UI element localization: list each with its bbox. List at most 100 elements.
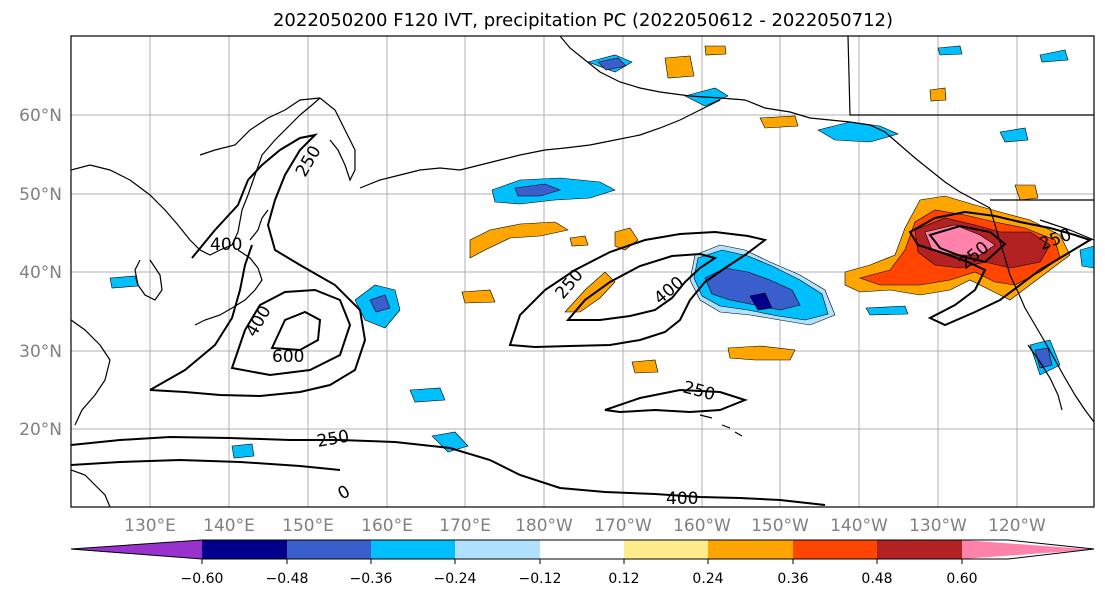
precip-region-navy <box>749 292 773 311</box>
precip-region-orange-3 <box>564 271 616 313</box>
colorbar-label: −0.60 <box>181 571 224 587</box>
precip-region-skyblue-15 <box>1039 49 1069 63</box>
precip-region-skyblue-14 <box>865 305 909 316</box>
north-america-coast <box>989 207 1094 423</box>
ivt-contour-250-south-west <box>71 458 341 471</box>
lat-label: 40°N <box>19 263 62 283</box>
colorbar-segment <box>793 540 877 559</box>
colorbar-segment <box>624 540 708 559</box>
precip-region-orange-8 <box>631 359 659 374</box>
lon-label: 160°E <box>361 516 413 536</box>
colorbar-labels: −0.60 −0.48 −0.36 −0.24 −0.12 0.12 0.24 … <box>181 571 978 587</box>
precip-region-orange-9 <box>759 115 799 129</box>
lon-label: 130°E <box>124 516 176 536</box>
longitude-labels: 130°E 140°E 150°E 160°E 170°E 180°W 170°… <box>124 516 1046 536</box>
precip-region-orange-6 <box>569 235 589 247</box>
ivt-contour-400-central <box>565 252 718 321</box>
ivt-contour-400-west <box>149 244 253 391</box>
lon-label: 140°E <box>203 516 255 536</box>
colorbar-segment <box>455 540 540 559</box>
canada-border <box>847 36 1094 241</box>
precip-region-skyblue-10 <box>409 387 446 403</box>
colorbar-label: 0.24 <box>692 571 723 587</box>
precip-region-skyblue-13 <box>1079 245 1094 269</box>
precip-anomaly-fills <box>109 45 1094 459</box>
precip-region-orange-12 <box>929 87 947 102</box>
lon-label: 170°E <box>439 516 491 536</box>
ivt-contours <box>71 133 1093 506</box>
precip-region-skyblue-16 <box>109 275 139 289</box>
colorbar-segment <box>371 540 455 559</box>
lon-label: 150°W <box>751 516 809 536</box>
japan-islands <box>194 209 269 326</box>
lon-label: 140°W <box>830 516 888 536</box>
colorbar-segment <box>71 540 202 559</box>
lon-label: 170°W <box>594 516 652 536</box>
colorbar-segments <box>71 540 1094 559</box>
colorbar-label: 0.36 <box>777 571 808 587</box>
colorbar-label: −0.12 <box>519 571 562 587</box>
map-panel: 250 400 400 600 250 250 400 250 250 250 … <box>70 35 1095 509</box>
lat-label: 50°N <box>19 185 62 205</box>
ivt-contour-250-south <box>71 435 826 506</box>
precip-region-royalblue-5 <box>1034 347 1053 369</box>
colorbar-segment <box>540 540 624 559</box>
alaska-coast <box>559 36 991 209</box>
lon-label: 130°W <box>909 516 967 536</box>
precip-region-orange-small <box>1014 184 1039 201</box>
colorbar-label: 0.60 <box>946 571 977 587</box>
colorbar-label: 0.12 <box>608 571 639 587</box>
precip-region-orange-2 <box>469 221 569 259</box>
colorbar-segment <box>287 540 371 559</box>
ivt-contour-600 <box>270 310 322 352</box>
lon-label: 160°W <box>673 516 731 536</box>
precip-region-orange-11 <box>704 45 727 56</box>
colorbar-ticks <box>201 559 963 564</box>
colorbar: −0.60 −0.48 −0.36 −0.24 −0.12 0.12 0.24 … <box>70 539 1095 587</box>
precip-region-orange-7 <box>727 345 796 361</box>
colorbar-label: −0.24 <box>434 571 477 587</box>
precip-region-royalblue-4 <box>597 57 627 71</box>
china-coast <box>71 319 111 507</box>
precip-region-orange-10 <box>664 55 695 79</box>
precip-region-orange-5 <box>461 289 496 304</box>
ivt-contour-250-west <box>149 133 367 398</box>
colorbar-segment <box>962 540 1094 559</box>
precip-region-skyblue-8 <box>999 127 1029 143</box>
lon-label: 120°W <box>988 516 1046 536</box>
latitude-labels: 60°N 50°N 40°N 30°N 20°N <box>19 106 62 440</box>
asia-coast <box>71 97 321 256</box>
contour-label: 600 <box>272 347 304 367</box>
precip-region-royalblue-3 <box>369 294 391 313</box>
precip-region-royalblue <box>704 267 801 311</box>
ivt-contour-400-inner <box>230 288 352 377</box>
colorbar-segment <box>708 540 793 559</box>
lat-label: 20°N <box>19 420 62 440</box>
aleutian-islands <box>359 99 721 189</box>
colorbar-segment <box>202 540 287 559</box>
colorbar-label: −0.36 <box>350 571 393 587</box>
precip-region-royalblue-2 <box>514 183 561 197</box>
precip-region-skyblue-7 <box>937 45 963 56</box>
precip-region-skyblue-11 <box>231 443 255 459</box>
hawaii-islands <box>699 414 743 437</box>
lat-label: 30°N <box>19 342 62 362</box>
baja-coast <box>1027 344 1063 411</box>
lat-label: 60°N <box>19 106 62 126</box>
colorbar-segment <box>877 540 962 559</box>
map-title: 2022050200 F120 IVT, precipitation PC (2… <box>273 10 893 31</box>
contour-label: 400 <box>666 489 698 509</box>
map-frame <box>70 35 1095 508</box>
contour-label: 400 <box>210 235 242 255</box>
ivt-contour-250-coast <box>908 210 1093 327</box>
okhotsk-coast <box>199 97 321 156</box>
kamchatka-coast <box>319 97 356 182</box>
korea-coast <box>134 259 163 301</box>
lon-label: 150°E <box>282 516 334 536</box>
ivt-contour-400-coast <box>928 224 1007 264</box>
ivt-contour-250-central <box>508 230 768 349</box>
colorbar-label: −0.48 <box>266 571 309 587</box>
colorbar-label: 0.48 <box>861 571 892 587</box>
ivt-contour-250-mid <box>604 388 748 414</box>
